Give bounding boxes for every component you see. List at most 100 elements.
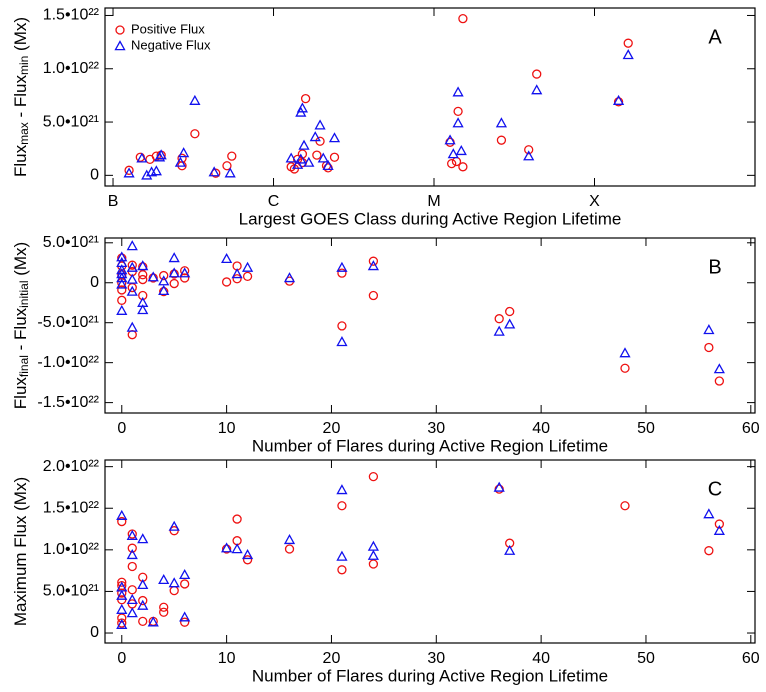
point	[283, 272, 296, 283]
y-tick-label: 1.5•10²²	[43, 7, 100, 24]
y-axis-label-part: - Flux	[11, 307, 30, 355]
point	[367, 549, 379, 560]
point	[322, 159, 334, 170]
y-tick-label: 5.0•10²¹	[43, 234, 99, 251]
point	[284, 544, 295, 554]
point	[178, 147, 190, 158]
point	[232, 514, 242, 524]
point	[138, 270, 148, 280]
point	[116, 251, 128, 262]
point	[505, 306, 515, 317]
point	[123, 167, 135, 178]
point	[179, 568, 191, 580]
point	[159, 607, 169, 617]
point	[126, 321, 138, 332]
point	[447, 148, 459, 159]
point	[620, 363, 630, 373]
point	[150, 165, 162, 176]
point	[495, 117, 508, 128]
point	[531, 84, 543, 95]
point	[169, 585, 179, 596]
y-axis-label-part: min	[17, 56, 31, 75]
point	[116, 278, 128, 289]
x-tick-label: 60	[742, 650, 760, 667]
point	[189, 94, 201, 105]
x-axis-label: Number of Flares during Active Region Li…	[252, 666, 608, 685]
point	[158, 284, 170, 295]
point	[532, 69, 542, 79]
point	[117, 295, 127, 305]
point	[368, 559, 379, 569]
point	[180, 273, 190, 283]
point	[180, 617, 190, 627]
point	[127, 543, 137, 553]
plot-frame	[104, 7, 756, 187]
x-tick-label: M	[427, 193, 440, 210]
point	[137, 304, 149, 315]
point	[126, 607, 138, 618]
y-axis-label: Maximum Flux (Mx)	[11, 477, 30, 626]
point	[453, 106, 463, 117]
point	[496, 135, 507, 145]
plot-frame	[104, 459, 756, 644]
point	[494, 314, 504, 324]
point	[136, 152, 148, 163]
point	[126, 240, 138, 251]
point	[300, 93, 311, 104]
point	[221, 277, 232, 287]
y-axis-label-part: final	[17, 355, 31, 377]
point	[127, 330, 137, 340]
point	[116, 304, 128, 315]
point	[714, 376, 725, 386]
point	[368, 471, 379, 482]
point	[138, 274, 148, 285]
y-tick-label: 2.0•10²²	[43, 458, 100, 475]
point	[179, 611, 191, 622]
x-tick-label: 0	[117, 650, 126, 667]
point	[231, 543, 243, 554]
point	[314, 119, 326, 130]
point	[336, 550, 348, 561]
point	[303, 156, 315, 167]
point	[704, 546, 714, 556]
point	[452, 117, 464, 128]
point	[713, 524, 725, 535]
point	[315, 136, 325, 146]
y-tick-label: 5.0•10²¹	[43, 583, 99, 600]
point	[283, 534, 296, 545]
x-tick-label: C	[268, 193, 280, 210]
point	[180, 579, 190, 589]
point	[337, 321, 347, 331]
x-tick-label: 50	[637, 420, 655, 437]
point	[336, 484, 348, 495]
point	[295, 153, 307, 164]
point	[126, 273, 138, 284]
panel-label: C	[708, 478, 722, 500]
point	[367, 260, 379, 271]
point	[523, 150, 535, 161]
point	[309, 131, 321, 142]
point	[232, 274, 242, 284]
y-tick-label: 1.5•10²²	[43, 499, 100, 516]
point	[116, 272, 128, 283]
point	[221, 252, 233, 264]
y-axis-label-part: Maximum Flux (Mx)	[11, 477, 30, 626]
point	[444, 134, 456, 145]
y-axis-label: Fluxfinal - Fluxinitial (Mx)	[11, 242, 31, 409]
point	[620, 501, 630, 511]
point	[242, 271, 253, 282]
legend-label: Negative Flux	[131, 37, 211, 52]
point	[168, 252, 180, 263]
x-tick-label: 30	[427, 650, 445, 667]
point	[116, 589, 128, 600]
y-axis-label-part: max	[17, 122, 31, 145]
panel-label: B	[708, 256, 721, 278]
y-tick-label: 0	[90, 167, 99, 184]
point	[177, 153, 187, 163]
point	[117, 613, 127, 623]
point	[137, 578, 149, 590]
point	[703, 324, 715, 335]
point	[117, 285, 127, 295]
panel-label: A	[708, 26, 722, 48]
